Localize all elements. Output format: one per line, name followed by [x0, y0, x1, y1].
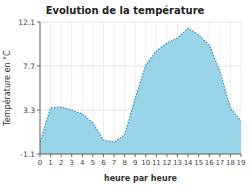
chart-container: -1.13.37.712.101234567891011121314151617…	[0, 0, 250, 188]
x-tick	[219, 154, 220, 157]
x-tick-label: 10	[141, 159, 150, 167]
x-tick	[166, 154, 167, 157]
x-tick	[145, 154, 146, 157]
x-tick-label: 14	[184, 159, 193, 167]
x-tick	[103, 154, 104, 157]
y-tick-label: 7.7	[23, 62, 35, 71]
x-tick-label: 1	[48, 159, 52, 167]
grid-line-y	[40, 154, 241, 155]
x-tick	[177, 154, 178, 157]
grid-line-x	[103, 22, 104, 154]
plot-area	[40, 28, 241, 154]
x-tick-label: 17	[215, 159, 224, 167]
y-tick-label: 12.1	[18, 18, 35, 27]
x-tick	[209, 154, 210, 157]
x-tick-label: 19	[237, 159, 246, 167]
x-tick-label: 4	[80, 159, 85, 167]
x-tick	[50, 154, 51, 157]
x-tick-label: 13	[173, 159, 182, 167]
x-tick-label: 7	[112, 159, 116, 167]
grid-line-y	[40, 22, 241, 23]
title: Evolution de la température	[46, 5, 205, 16]
y-tick	[37, 110, 40, 111]
grid-line-x	[40, 22, 41, 154]
x-tick	[82, 154, 83, 157]
x-tick	[92, 154, 93, 157]
x-tick-label: 9	[133, 159, 137, 167]
x-tick	[114, 154, 115, 157]
x-tick-label: 12	[162, 159, 171, 167]
x-axis-line	[40, 154, 241, 155]
chart: -1.13.37.712.101234567891011121314151617…	[0, 0, 250, 188]
y-axis-label: Température en °C	[2, 50, 12, 127]
x-tick-label: 16	[205, 159, 214, 167]
x-tick	[188, 154, 189, 157]
x-tick	[198, 154, 199, 157]
area	[40, 28, 241, 154]
y-tick	[37, 22, 40, 23]
x-tick-label: 5	[91, 159, 95, 167]
x-tick	[124, 154, 125, 157]
grid-line-x	[114, 22, 115, 154]
x-tick	[230, 154, 231, 157]
grid	[40, 22, 241, 154]
line	[40, 28, 241, 142]
x-tick-label: 3	[70, 159, 74, 167]
x-tick	[40, 154, 41, 157]
y-tick	[37, 66, 40, 67]
y-axis-line	[40, 22, 41, 154]
x-tick	[135, 154, 136, 157]
x-tick-label: 15	[194, 159, 203, 167]
x-tick-label: 8	[122, 159, 126, 167]
x-axis-label: heure par heure	[104, 174, 178, 183]
x-tick-label: 18	[226, 159, 235, 167]
y-tick-label: -1.1	[20, 150, 35, 159]
x-tick	[241, 154, 242, 157]
x-tick-label: 0	[38, 159, 42, 167]
y-tick-label: 3.3	[23, 106, 35, 115]
x-tick-label: 6	[101, 159, 106, 167]
x-tick	[156, 154, 157, 157]
x-tick-label: 2	[59, 159, 63, 167]
x-tick	[61, 154, 62, 157]
x-tick-label: 11	[152, 159, 161, 167]
x-tick	[71, 154, 72, 157]
